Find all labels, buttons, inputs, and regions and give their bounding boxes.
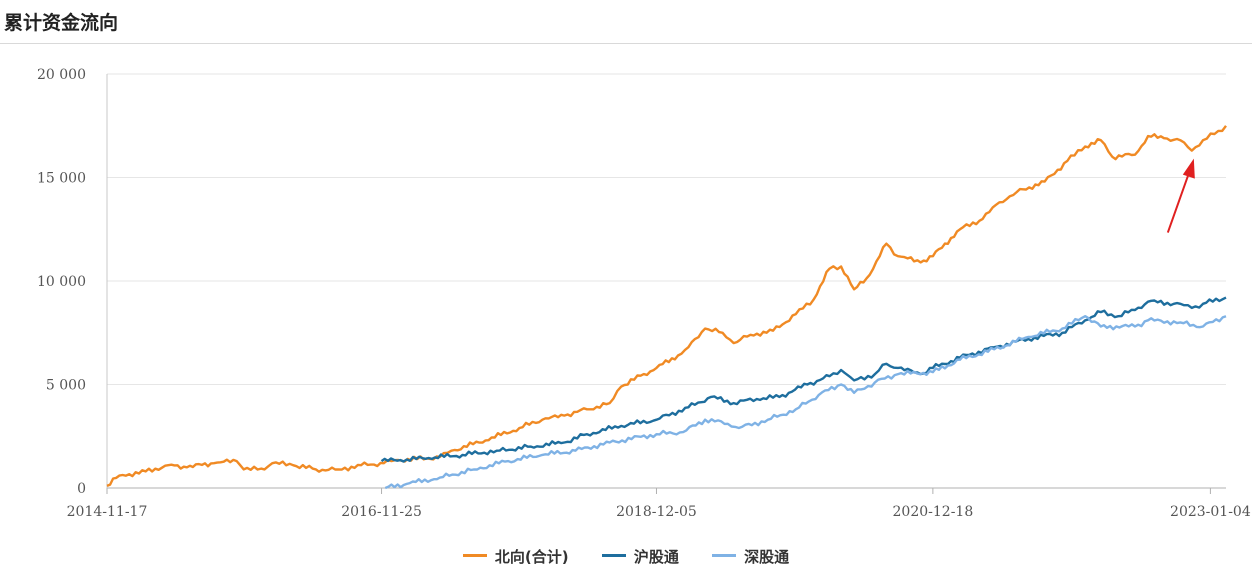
legend-item-northbound[interactable]: 北向(合计)	[462, 546, 569, 567]
x-tick-label: 2023-01-04	[1170, 504, 1251, 520]
x-tick-label: 2016-11-25	[341, 504, 422, 520]
annotation-arrow-head	[1182, 158, 1195, 179]
y-tick-label: 0	[77, 481, 86, 497]
series-line-1	[380, 296, 1227, 463]
y-tick-label: 10 000	[37, 274, 86, 290]
legend-swatch	[462, 554, 487, 557]
legend-label: 沪股通	[633, 548, 679, 566]
x-tick-label: 2020-12-18	[893, 504, 974, 520]
legend-label: 北向(合计)	[494, 548, 569, 566]
chart-legend: 北向(合计) 沪股通 深股通	[0, 546, 1252, 567]
series-line-2	[384, 315, 1227, 490]
y-tick-label: 5 000	[46, 378, 86, 394]
annotation-arrow-shaft	[1166, 170, 1191, 233]
y-tick-label: 15 000	[37, 171, 86, 187]
y-tick-label: 20 000	[37, 67, 86, 83]
legend-swatch	[601, 554, 626, 557]
legend-swatch	[712, 554, 737, 557]
x-tick-label: 2018-12-05	[616, 504, 697, 520]
legend-item-shanghai-connect[interactable]: 沪股通	[601, 546, 679, 567]
series-line-0	[106, 125, 1227, 488]
page-title: 累计资金流向	[4, 12, 119, 34]
header: 累计资金流向	[0, 0, 1252, 44]
legend-item-shenzhen-connect[interactable]: 深股通	[712, 546, 789, 567]
x-tick-label: 2014-11-17	[67, 504, 148, 520]
legend-label: 深股通	[744, 548, 790, 566]
